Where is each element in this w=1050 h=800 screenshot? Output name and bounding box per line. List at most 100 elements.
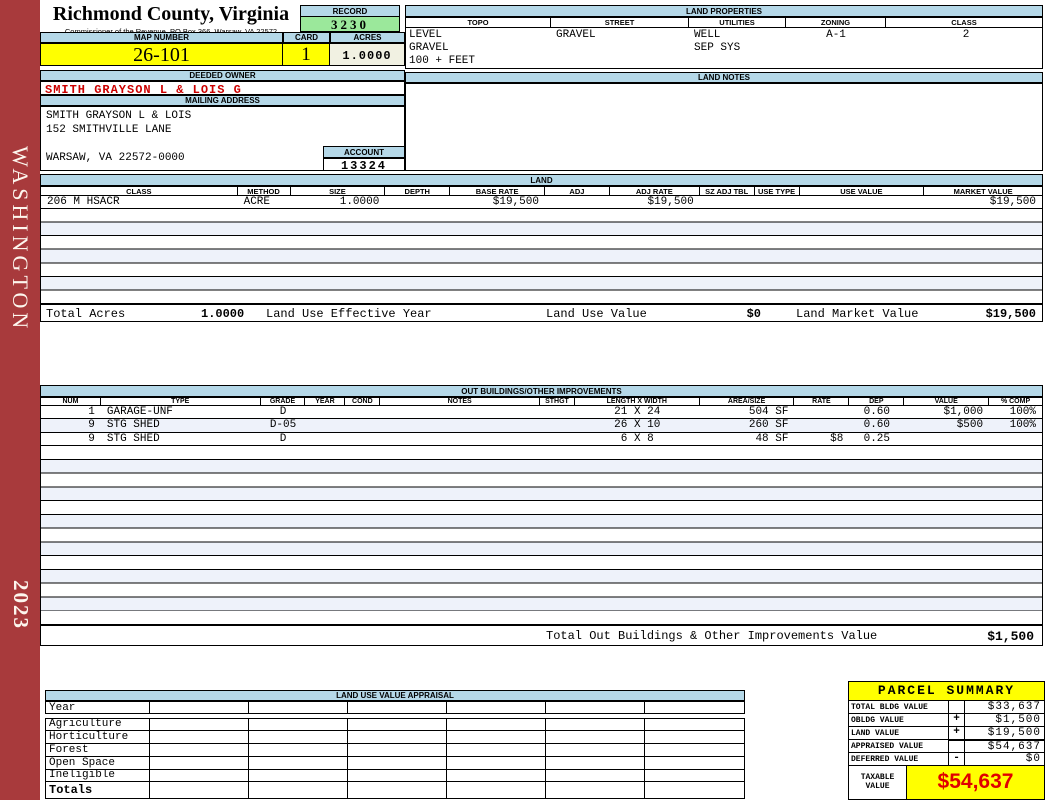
ob-col-sthgt: STHGT [540, 398, 575, 405]
land-col-class: CLASS [41, 187, 238, 196]
ob-row3-dep: 0.25 [863, 432, 891, 445]
deeded-owner-box: SMITH GRAYSON L & LOIS G [40, 81, 405, 97]
total-acres-label: Total Acres [46, 307, 126, 321]
land-col-size: SIZE [291, 187, 386, 196]
luva-cell [447, 756, 546, 769]
ob-col-type: TYPE [101, 398, 261, 405]
land-table-title: LAND [40, 174, 1043, 186]
land-row-method: ACRE [243, 196, 271, 208]
utilities-value-2: SEP SYS [694, 42, 741, 54]
street-value: GRAVEL [556, 29, 596, 41]
land-row-adj [545, 196, 610, 208]
luva-label-agriculture: Agriculture [46, 718, 150, 730]
record-value: 3230 [300, 17, 400, 32]
address-line-2: 152 SMITHVILLE LANE [46, 124, 172, 136]
ob-row2-dep: 0.60 [863, 419, 891, 432]
luva-cell [249, 782, 348, 798]
ps-value-appraised: $54,637 [965, 740, 1044, 753]
ps-row-appraised: APPRAISED VALUE $54,637 [848, 740, 1045, 753]
luva-cell [645, 719, 744, 731]
land-col-adj-rate: ADJ RATE [610, 187, 700, 196]
land-notes-label: LAND NOTES [405, 72, 1043, 83]
luva-row-year: Year [45, 701, 745, 714]
luva-title: LAND USE VALUE APPRAISAL [45, 690, 745, 701]
luva-label-totals: Totals [46, 782, 150, 798]
ob-row3-notes [380, 433, 540, 445]
luva-row-ineligible: Ineligible [45, 768, 745, 783]
luva-cell [348, 702, 447, 713]
land-market-value: $19,500 [985, 307, 1036, 321]
land-table-header-row: CLASS METHOD SIZE DEPTH BASE RATE ADJ AD… [40, 186, 1043, 196]
ob-col-value: VALUE [904, 398, 990, 405]
ps-value-total-bldg: $33,637 [987, 701, 1041, 713]
ob-row3-rate: $8 [830, 432, 844, 445]
luva-label-ineligible: Ineligible [46, 769, 150, 781]
luva-cell [150, 782, 249, 798]
ob-total-label: Total Out Buildings & Other Improvements… [546, 629, 878, 643]
luva-cell [150, 731, 249, 743]
topo-value-2: GRAVEL [409, 42, 449, 54]
ob-row2-year [305, 419, 345, 431]
ob-row3-sthgt [540, 433, 575, 445]
ps-value-land: $19,500 [987, 727, 1041, 739]
land-col-use-value: USE VALUE [800, 187, 925, 196]
ob-row-3: 9 STG SHED D 6 X 8 48 SF $8 0.25 [40, 432, 1043, 446]
ps-op-deferred: - [949, 753, 965, 765]
land-use-effective-year-label: Land Use Effective Year [266, 307, 432, 321]
ob-row-2: 9 STG SHED D-05 26 X 10 260 SF 0.60 $500… [40, 419, 1043, 433]
ps-op-obldg: + [949, 714, 965, 726]
luva-cell [249, 769, 348, 782]
land-row-base-rate: $19,500 [492, 196, 539, 208]
luva-cell [348, 744, 447, 756]
luva-cell [150, 718, 249, 731]
column-header-class: CLASS [951, 18, 977, 27]
luva-cell [546, 756, 645, 769]
ob-row2-rate [794, 419, 849, 431]
luva-cell [150, 702, 249, 713]
ps-label-obldg: OBLDG VALUE [849, 714, 949, 726]
ob-row1-sthgt [540, 406, 575, 418]
ps-label-taxable: TAXABLE VALUE [849, 766, 907, 799]
ob-row1-num: 1 [88, 406, 95, 419]
luva-cell [645, 770, 744, 782]
land-col-market-value: MARKET VALUE [953, 186, 1013, 196]
parcel-summary-title: PARCEL SUMMARY [848, 681, 1045, 701]
account-value: 13324 [340, 159, 387, 173]
ob-row1-year [305, 406, 345, 418]
luva-row-forest: Forest [45, 743, 745, 757]
ob-col-rate: RATE [794, 398, 850, 405]
ob-col-comp: % COMP [1000, 398, 1031, 405]
luva-cell [546, 702, 645, 713]
land-row-sz-adj-tbl [700, 196, 755, 208]
ob-row2-dims: 26 X 10 [614, 419, 661, 432]
ps-label-land: LAND VALUE [849, 727, 949, 739]
luva-cell [348, 782, 447, 798]
land-use-value: $0 [746, 307, 761, 321]
ob-col-notes: NOTES [380, 398, 540, 405]
luva-cell [546, 731, 645, 743]
land-row-market-value: $19,500 [989, 196, 1036, 208]
ob-row3-grade: D [279, 432, 287, 445]
out-buildings-title: OUT BUILDINGS/OTHER IMPROVEMENTS [40, 385, 1043, 397]
topo-value-3: 100 + FEET [409, 55, 476, 67]
land-col-sz-adj-tbl: SZ ADJ TBL [700, 187, 755, 196]
luva-cell [546, 769, 645, 782]
ob-total-value: $1,500 [987, 629, 1034, 644]
luva-cell [150, 756, 249, 769]
deeded-owner-value: SMITH GRAYSON L & LOIS G [45, 83, 242, 97]
ps-value-deferred: $0 [1025, 753, 1041, 765]
land-row-size: 1.0000 [339, 196, 380, 208]
ob-row3-type: STG SHED [106, 432, 160, 445]
luva-row-open-space: Open Space [45, 755, 745, 770]
ps-op-total-bldg [949, 701, 965, 713]
land-col-depth: DEPTH [385, 187, 451, 196]
land-market-value-label: Land Market Value [796, 307, 919, 321]
luva-cell [645, 782, 744, 798]
luva-cell [546, 782, 645, 798]
luva-cell [150, 744, 249, 756]
column-header-street: STREET [551, 18, 689, 27]
ps-value-taxable: $54,637 [937, 770, 1014, 793]
card-value: 1 [283, 43, 330, 66]
luva-row-agriculture: Agriculture [45, 717, 745, 732]
ob-row2-grade: D-05 [269, 419, 297, 432]
